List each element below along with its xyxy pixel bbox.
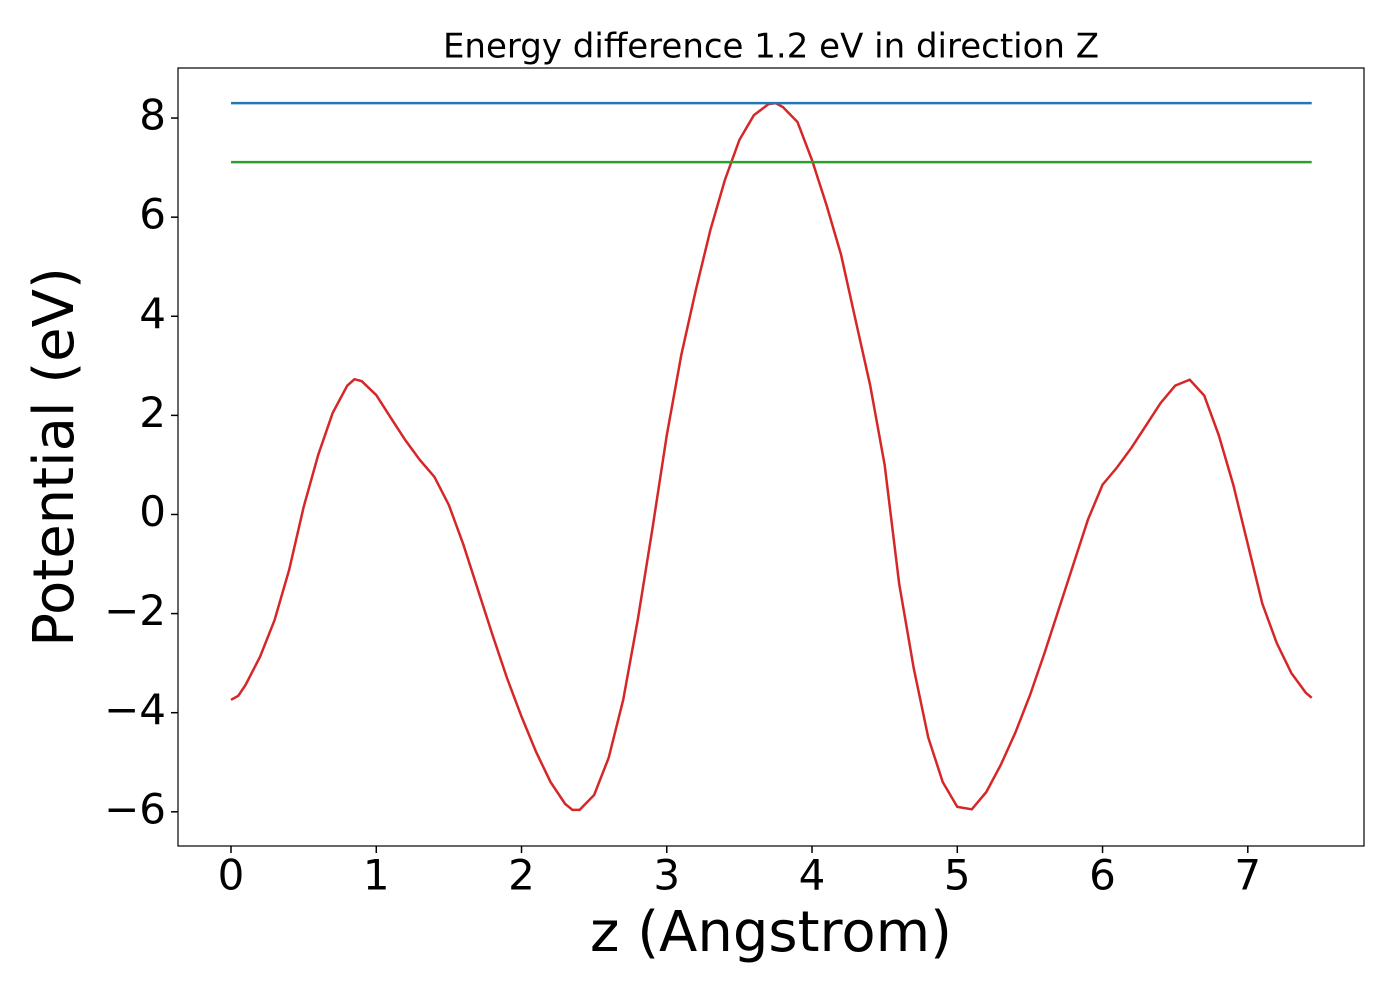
x-tick-label: 6 bbox=[1089, 851, 1116, 900]
y-tick-label: 2 bbox=[139, 388, 166, 437]
plot-frame bbox=[177, 67, 1365, 847]
y-tick-label: −4 bbox=[104, 685, 166, 734]
y-tick-label: 0 bbox=[139, 487, 166, 536]
x-tick-label: 2 bbox=[508, 851, 535, 900]
x-tick-label: 5 bbox=[944, 851, 971, 900]
y-tick-label: 4 bbox=[139, 289, 166, 338]
y-tick-label: −2 bbox=[104, 586, 166, 635]
data-line bbox=[230, 101, 1313, 812]
y-tick-label: −6 bbox=[104, 784, 166, 833]
chart-title: Energy difference 1.2 eV in direction Z bbox=[443, 27, 1099, 67]
x-tick-label: 7 bbox=[1234, 851, 1261, 900]
x-tick-label: 3 bbox=[653, 851, 680, 900]
x-tick-label: 4 bbox=[799, 851, 826, 900]
x-tick-label: 1 bbox=[363, 851, 390, 900]
y-tick-label: 6 bbox=[139, 190, 166, 239]
y-axis-label: Potential (eV) bbox=[22, 267, 87, 647]
y-tick-label: 8 bbox=[139, 91, 166, 140]
x-axis-label: z (Angstrom) bbox=[590, 900, 952, 965]
x-tick-label: 0 bbox=[218, 851, 245, 900]
